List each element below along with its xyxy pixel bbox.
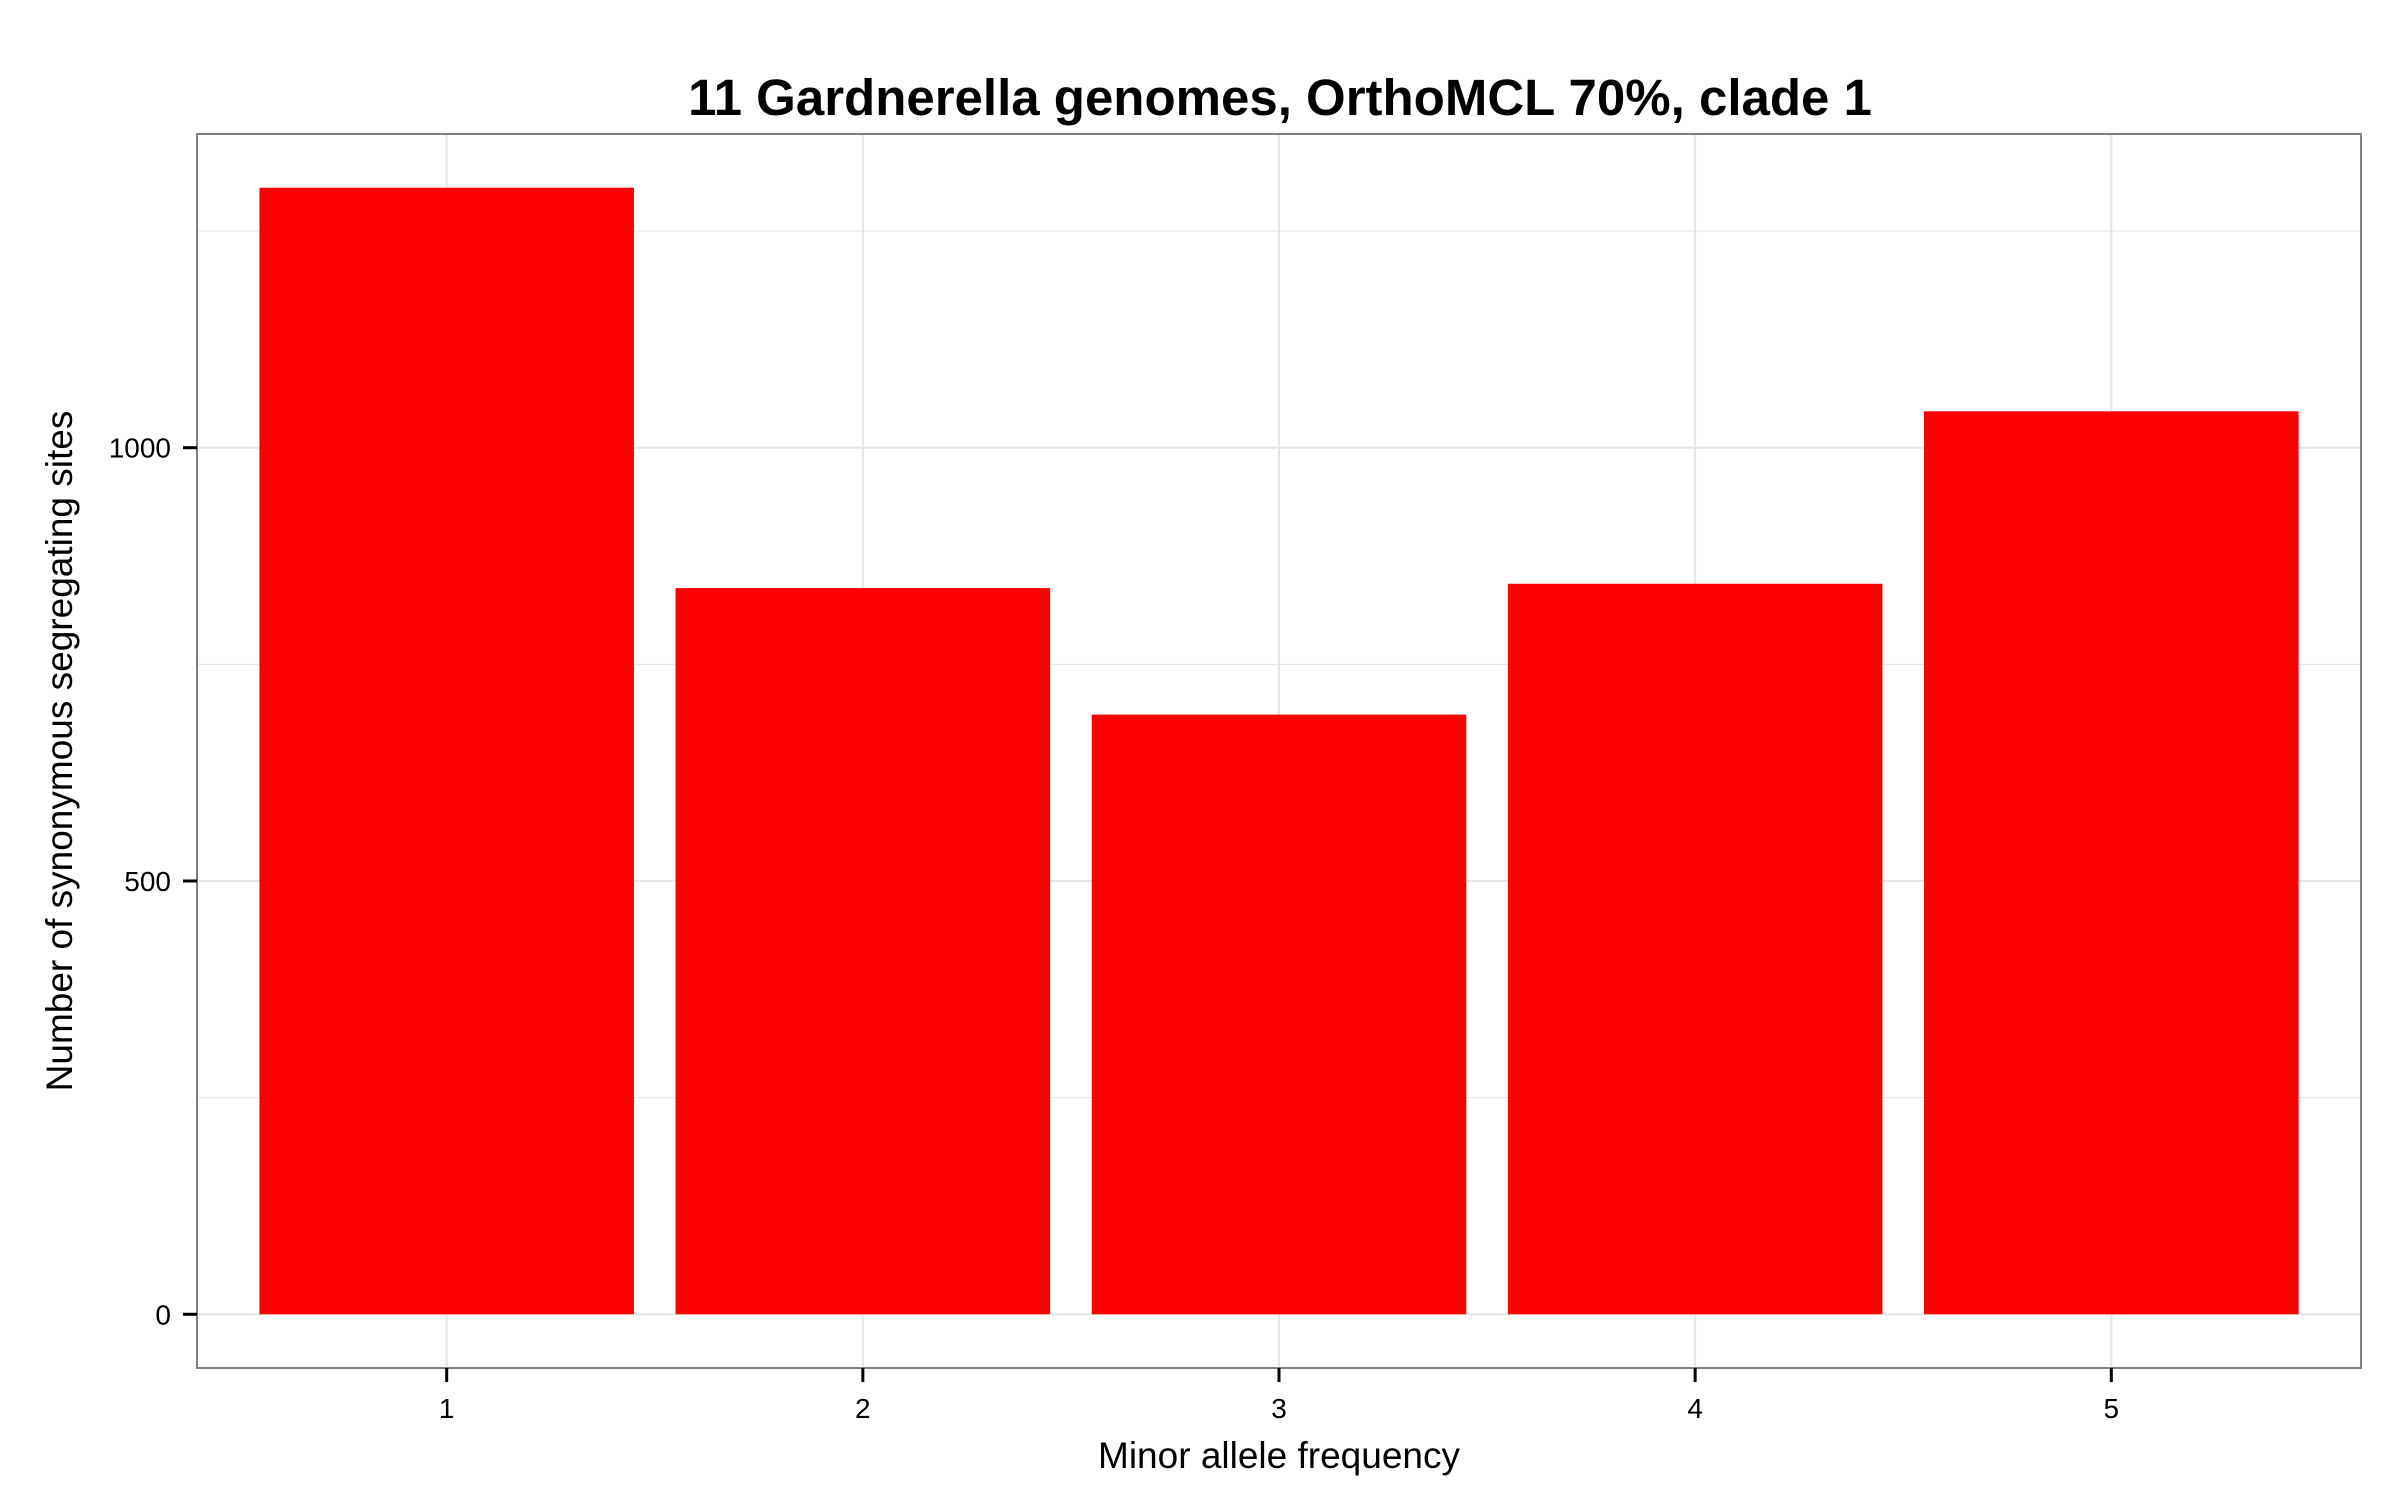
x-tick-label: 1 xyxy=(439,1393,455,1424)
bars xyxy=(259,187,2299,1315)
x-tick-label: 5 xyxy=(2104,1393,2120,1424)
chart-title: 11 Gardnerella genomes, OrthoMCL 70%, cl… xyxy=(688,69,1872,126)
x-axis-title: Minor allele frequency xyxy=(1098,1435,1460,1476)
axes: 0 500 1000 1 2 3 4 5 xyxy=(109,433,2119,1424)
bar-2 xyxy=(675,588,1051,1315)
bar-1 xyxy=(259,187,634,1315)
y-tick-label: 0 xyxy=(155,1299,171,1330)
x-tick-label: 2 xyxy=(855,1393,871,1424)
bar-4 xyxy=(1507,583,1883,1315)
y-tick-label: 1000 xyxy=(109,433,171,464)
bar-3 xyxy=(1091,714,1467,1315)
x-tick-label: 4 xyxy=(1687,1393,1703,1424)
x-tick-label: 3 xyxy=(1271,1393,1287,1424)
bar-5 xyxy=(1924,411,2299,1315)
y-axis-title: Number of synonymous segregating sites xyxy=(39,411,80,1092)
y-tick-label: 500 xyxy=(124,866,171,897)
